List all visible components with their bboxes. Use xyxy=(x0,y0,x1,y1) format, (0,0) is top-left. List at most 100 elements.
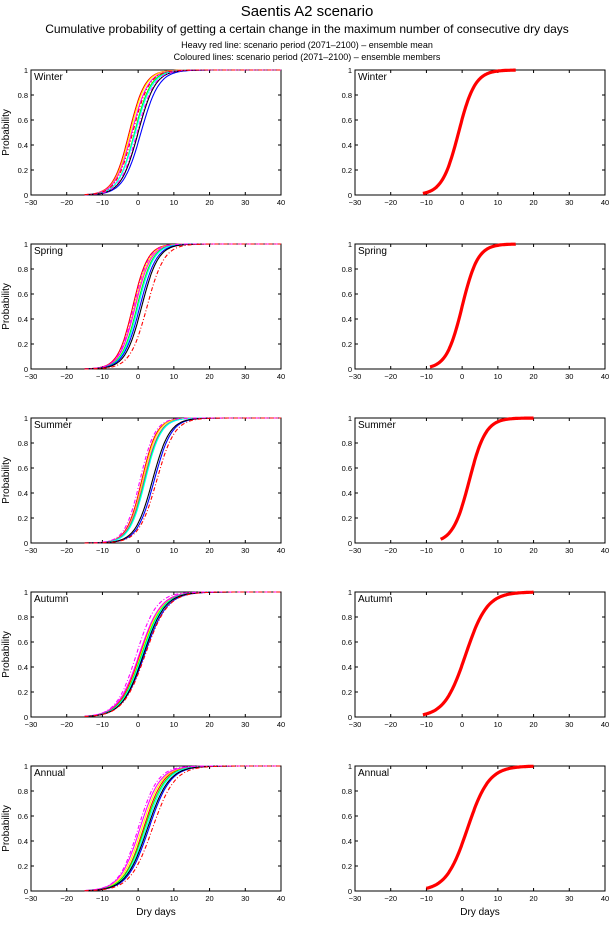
x-tick-label: −10 xyxy=(96,372,109,381)
x-tick-label: 20 xyxy=(529,720,537,729)
y-axis-label: Probability xyxy=(1,631,12,678)
season-label: Spring xyxy=(34,246,63,257)
y-tick-label: 0.4 xyxy=(342,837,352,846)
y-tick-label: 0 xyxy=(24,191,28,200)
ensemble-member-line xyxy=(84,765,281,892)
panel-autumn-members: −30 −20 −10 0 10 20 30 40 0 0.2 0.4 0.6 0.8 1 Autumn Pr… xyxy=(1,588,285,729)
x-tick-label: −30 xyxy=(349,720,362,729)
ensemble-member-line xyxy=(84,243,281,370)
axes-frame xyxy=(354,417,606,544)
y-tick-label: 0.6 xyxy=(18,638,28,647)
y-tick-label: 0.8 xyxy=(342,91,352,100)
x-tick-label: −10 xyxy=(96,546,109,555)
x-tick-label: −10 xyxy=(420,198,433,207)
ensemble-member-line xyxy=(84,69,281,196)
axes-frame xyxy=(30,243,282,370)
ensemble-member-line xyxy=(84,243,281,370)
y-tick-label: 1 xyxy=(348,588,352,597)
x-tick-label: 30 xyxy=(241,372,249,381)
x-axis-label: Dry days xyxy=(460,907,499,918)
ensemble-mean-line xyxy=(425,764,534,890)
y-tick-label: 0.4 xyxy=(342,141,352,150)
season-label: Summer xyxy=(358,420,396,431)
x-tick-label: 30 xyxy=(565,894,573,903)
ensemble-member-line xyxy=(84,591,281,717)
ensemble-mean-line xyxy=(429,242,516,369)
y-tick-label: 0.6 xyxy=(18,464,28,473)
axes-frame xyxy=(30,417,282,544)
season-label: Spring xyxy=(358,246,387,257)
x-tick-label: 40 xyxy=(601,198,609,207)
x-tick-label: 40 xyxy=(601,546,609,555)
y-tick-label: 0.6 xyxy=(342,290,352,299)
x-tick-label: 20 xyxy=(205,372,213,381)
x-tick-label: −10 xyxy=(420,372,433,381)
x-tick-label: 10 xyxy=(170,894,178,903)
ensemble-member-line xyxy=(84,765,281,892)
x-tick-label: −10 xyxy=(420,894,433,903)
x-tick-label: 0 xyxy=(460,720,464,729)
y-tick-label: 1 xyxy=(348,762,352,771)
x-tick-label: 20 xyxy=(205,894,213,903)
x-tick-label: −10 xyxy=(420,546,433,555)
x-tick-label: −10 xyxy=(96,894,109,903)
ensemble-member-line xyxy=(84,243,281,370)
x-tick-label: 0 xyxy=(136,372,140,381)
season-label: Autumn xyxy=(358,594,392,605)
y-tick-label: 0.6 xyxy=(18,116,28,125)
y-tick-label: 0.8 xyxy=(342,265,352,274)
panel-spring-members: −30 −20 −10 0 10 20 30 40 0 0.2 0.4 0.6 0.8 1 Spring Pr… xyxy=(1,240,285,381)
ensemble-member-line xyxy=(84,417,281,544)
x-tick-label: −30 xyxy=(349,894,362,903)
x-tick-label: 40 xyxy=(601,372,609,381)
x-tick-label: 30 xyxy=(565,546,573,555)
ensemble-member-line xyxy=(84,417,281,544)
ensemble-member-line xyxy=(84,417,281,544)
y-tick-label: 1 xyxy=(348,414,352,423)
ensemble-member-line xyxy=(84,591,281,718)
x-tick-label: 20 xyxy=(529,198,537,207)
y-tick-label: 0.4 xyxy=(18,837,28,846)
x-tick-label: −30 xyxy=(25,198,38,207)
ensemble-member-line xyxy=(84,417,281,544)
ensemble-member-line xyxy=(84,765,281,892)
x-tick-label: 40 xyxy=(277,894,285,903)
y-tick-label: 0.8 xyxy=(18,787,28,796)
ensemble-member-line xyxy=(84,243,281,370)
y-tick-label: 1 xyxy=(24,414,28,423)
y-tick-label: 0.8 xyxy=(18,613,28,622)
x-tick-label: 10 xyxy=(170,198,178,207)
y-tick-label: 0.2 xyxy=(18,514,28,523)
y-tick-label: 0.4 xyxy=(18,315,28,324)
ensemble-member-line xyxy=(84,69,281,196)
x-tick-label: 10 xyxy=(494,720,502,729)
y-tick-label: 0.2 xyxy=(18,166,28,175)
note-mean: Heavy red line: scenario period (2071–21… xyxy=(181,40,433,50)
axes-frame xyxy=(354,243,606,370)
ensemble-member-line xyxy=(84,591,281,717)
x-tick-label: 10 xyxy=(494,894,502,903)
x-tick-label: 30 xyxy=(241,720,249,729)
ensemble-member-line xyxy=(84,591,281,718)
season-label: Autumn xyxy=(34,594,68,605)
y-tick-label: 0.2 xyxy=(18,688,28,697)
x-tick-label: 40 xyxy=(601,720,609,729)
season-label: Summer xyxy=(34,420,72,431)
x-tick-label: −10 xyxy=(420,720,433,729)
ensemble-member-line xyxy=(84,417,281,544)
ensemble-member-line xyxy=(84,243,281,370)
x-tick-label: −30 xyxy=(25,372,38,381)
y-tick-label: 0.8 xyxy=(342,439,352,448)
ensemble-member-line xyxy=(84,591,281,717)
y-tick-label: 0.4 xyxy=(342,315,352,324)
y-tick-label: 0 xyxy=(24,365,28,374)
y-tick-label: 0 xyxy=(348,713,352,722)
ensemble-member-line xyxy=(84,243,281,370)
x-tick-label: −30 xyxy=(25,546,38,555)
y-tick-label: 0.8 xyxy=(18,439,28,448)
x-tick-label: −30 xyxy=(349,546,362,555)
y-tick-label: 0 xyxy=(24,887,28,896)
x-tick-label: −20 xyxy=(60,894,73,903)
x-tick-label: 40 xyxy=(277,198,285,207)
chart-subtitle: Cumulative probability of getting a cert… xyxy=(45,22,569,36)
